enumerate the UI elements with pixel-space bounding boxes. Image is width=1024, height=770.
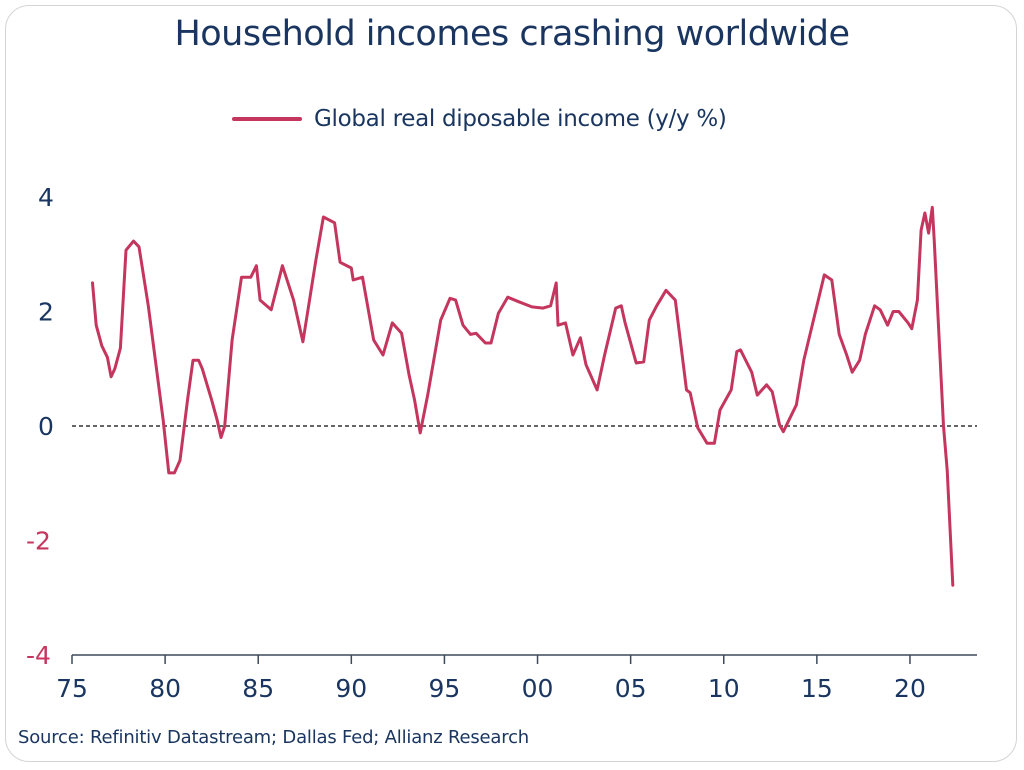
y-axis: 4 2 0 -2 -4 xyxy=(26,183,54,670)
source-note: Source: Refinitiv Datastream; Dallas Fed… xyxy=(18,727,529,748)
y-tick-label: 4 xyxy=(38,183,54,212)
x-tick-label: 95 xyxy=(429,674,461,703)
x-tick-label: 75 xyxy=(56,674,88,703)
legend-swatch xyxy=(232,117,302,121)
x-tick-label: 10 xyxy=(708,674,740,703)
x-tick-label: 80 xyxy=(149,674,181,703)
x-axis: 75 80 85 90 95 00 05 10 15 20 xyxy=(56,654,977,703)
y-tick-label: -4 xyxy=(26,641,51,670)
y-tick-label: 2 xyxy=(38,298,54,327)
x-tick-label: 90 xyxy=(335,674,367,703)
chart-card xyxy=(5,5,1017,762)
chart-title: Household incomes crashing worldwide xyxy=(174,14,850,54)
y-tick-label: 0 xyxy=(38,412,54,441)
y-tick-label: -2 xyxy=(26,527,51,556)
x-tick-label: 85 xyxy=(242,674,274,703)
x-tick-label: 20 xyxy=(894,674,926,703)
x-tick-label: 15 xyxy=(801,674,833,703)
x-tick-label: 00 xyxy=(522,674,554,703)
x-tick-label: 05 xyxy=(615,674,647,703)
legend-label: Global real diposable income (y/y %) xyxy=(314,106,727,132)
series-line-global-real-disposable-income xyxy=(91,205,955,587)
legend: Global real diposable income (y/y %) xyxy=(232,101,727,137)
